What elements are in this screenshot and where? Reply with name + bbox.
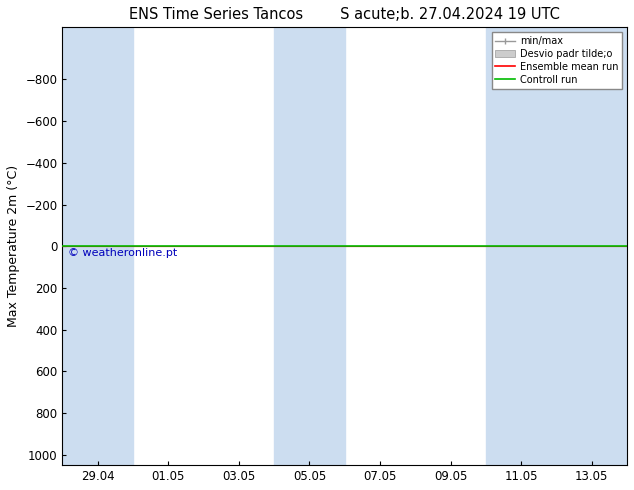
Bar bbox=[63, 27, 133, 465]
Bar bbox=[486, 27, 627, 465]
Legend: min/max, Desvio padr tilde;o, Ensemble mean run, Controll run: min/max, Desvio padr tilde;o, Ensemble m… bbox=[491, 32, 622, 89]
Bar bbox=[274, 27, 345, 465]
Title: ENS Time Series Tancos        S acute;b. 27.04.2024 19 UTC: ENS Time Series Tancos S acute;b. 27.04.… bbox=[129, 7, 560, 22]
Y-axis label: Max Temperature 2m (°C): Max Temperature 2m (°C) bbox=[7, 165, 20, 327]
Text: © weatheronline.pt: © weatheronline.pt bbox=[68, 248, 178, 258]
